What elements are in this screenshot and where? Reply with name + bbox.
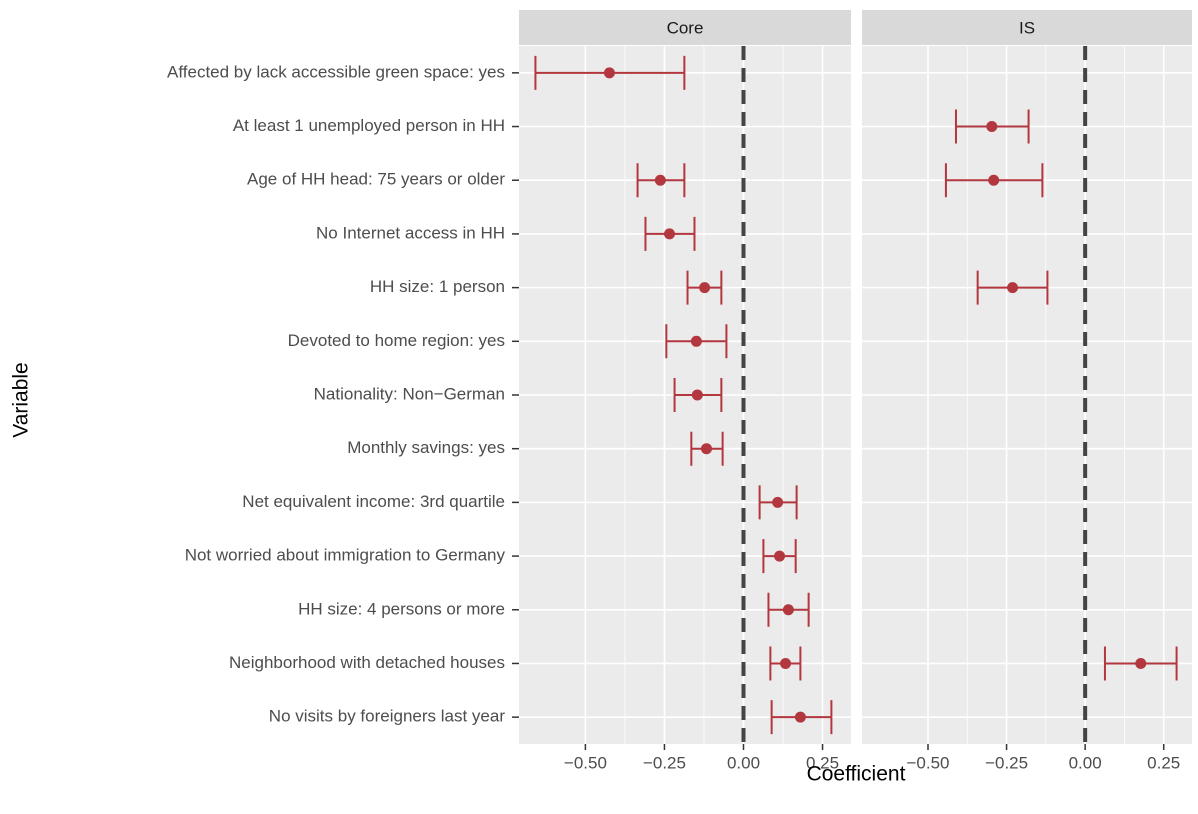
y-tick-label: Devoted to home region: yes — [288, 331, 505, 350]
y-tick-label: Net equivalent income: 3rd quartile — [242, 492, 505, 511]
x-tick-label: 0.25 — [806, 753, 839, 772]
point — [988, 174, 1000, 186]
x-tick-label: 0.25 — [1147, 753, 1180, 772]
point — [699, 282, 711, 294]
x-tick-label: −0.25 — [643, 753, 686, 772]
y-tick-label: At least 1 unemployed person in HH — [233, 116, 505, 135]
strip-label: Core — [667, 18, 704, 37]
strip-background — [519, 10, 851, 45]
x-tick-label: 0.00 — [727, 753, 760, 772]
y-tick-label: Age of HH head: 75 years or older — [247, 170, 505, 189]
x-tick-label: −0.25 — [985, 753, 1028, 772]
point — [691, 389, 703, 401]
y-axis-title: Variable — [10, 362, 33, 438]
x-axis-title: Coefficient — [807, 763, 906, 786]
y-tick-label: No visits by foreigners last year — [269, 707, 506, 726]
point — [690, 335, 702, 347]
point — [986, 121, 998, 133]
strip-label: IS — [1019, 18, 1035, 37]
point — [780, 657, 792, 669]
y-tick-label: Neighborhood with detached houses — [229, 653, 505, 672]
point — [1135, 657, 1147, 669]
point — [664, 228, 676, 240]
x-tick-label: −0.50 — [906, 753, 949, 772]
y-tick-label: HH size: 1 person — [370, 277, 505, 296]
point — [782, 604, 794, 616]
strip-background — [862, 10, 1192, 45]
y-tick-label: HH size: 4 persons or more — [298, 599, 505, 618]
y-tick-label: No Internet access in HH — [316, 223, 505, 242]
point — [794, 711, 806, 723]
point — [1007, 282, 1019, 294]
x-tick-label: 0.00 — [1069, 753, 1102, 772]
point — [603, 67, 615, 79]
y-tick-label: Not worried about immigration to Germany — [185, 546, 506, 565]
y-tick-label: Nationality: Non−German — [314, 384, 505, 403]
y-tick-label: Monthly savings: yes — [347, 438, 505, 457]
x-tick-label: −0.50 — [564, 753, 607, 772]
y-tick-label: Affected by lack accessible green space:… — [167, 62, 505, 81]
point — [654, 174, 666, 186]
point — [772, 496, 784, 508]
point — [701, 443, 713, 455]
point — [774, 550, 786, 562]
